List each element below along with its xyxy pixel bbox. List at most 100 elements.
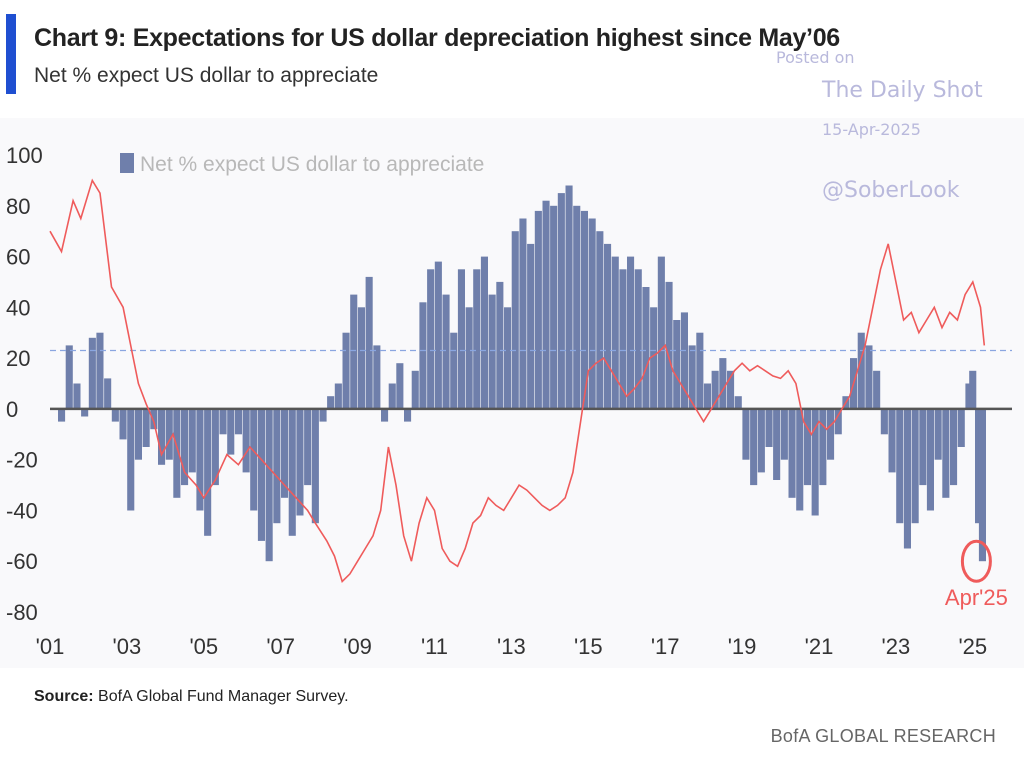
- bar: [265, 408, 273, 562]
- bar: [896, 408, 904, 524]
- title-accent-bar: [6, 14, 16, 94]
- bar: [611, 256, 619, 409]
- bar: [219, 408, 227, 435]
- bar: [703, 383, 711, 409]
- bar: [950, 408, 958, 486]
- y-tick-label: -20: [6, 448, 38, 473]
- watermark-posted-on: Posted on: [776, 48, 855, 67]
- chart-title: Chart 9: Expectations for US dollar depr…: [34, 24, 840, 52]
- bar: [73, 383, 81, 409]
- y-tick-label: 0: [6, 397, 18, 422]
- bar: [365, 276, 373, 409]
- chart-subtitle: Net % expect US dollar to appreciate: [34, 64, 379, 87]
- bar: [942, 408, 950, 498]
- y-tick-label: 80: [6, 194, 30, 219]
- bar: [134, 408, 142, 460]
- bar: [311, 408, 319, 524]
- bar: [273, 408, 281, 524]
- source-text: BofA Global Fund Manager Survey.: [98, 688, 349, 705]
- bar: [688, 345, 696, 409]
- bar: [873, 370, 881, 409]
- bar: [158, 408, 166, 465]
- bar: [173, 408, 181, 498]
- bar: [127, 408, 135, 511]
- bar: [827, 408, 835, 460]
- bar: [281, 408, 289, 498]
- bar: [150, 408, 158, 430]
- bar: [81, 408, 89, 417]
- y-tick-label: -60: [6, 549, 38, 574]
- annotation-label: Apr'25: [945, 585, 1008, 610]
- bar: [181, 408, 189, 486]
- bar: [450, 332, 458, 409]
- x-tick-label: '23: [882, 634, 911, 659]
- bar: [457, 269, 465, 409]
- bar: [665, 281, 673, 409]
- bar: [388, 383, 396, 409]
- bar: [796, 408, 804, 511]
- bar: [604, 243, 612, 409]
- x-tick-label: '21: [805, 634, 834, 659]
- bar: [111, 408, 119, 422]
- x-tick-label: '11: [421, 634, 448, 659]
- bar: [588, 218, 596, 409]
- bar: [196, 408, 204, 511]
- bar: [711, 370, 719, 409]
- x-tick-label: '01: [36, 634, 65, 659]
- x-tick-label: '05: [189, 634, 218, 659]
- bar: [257, 408, 265, 541]
- bar: [857, 332, 865, 409]
- bar: [296, 408, 304, 516]
- bar: [204, 408, 212, 536]
- bar: [373, 345, 381, 409]
- x-tick-label: '07: [266, 634, 295, 659]
- bar: [234, 408, 242, 435]
- bar: [519, 218, 527, 409]
- bar: [465, 307, 473, 409]
- y-tick-label: 20: [6, 346, 30, 371]
- x-tick-label: '25: [958, 634, 987, 659]
- x-tick-label: '17: [651, 634, 680, 659]
- bar: [58, 408, 66, 422]
- bar: [765, 408, 773, 447]
- bar: [978, 408, 986, 562]
- bar: [511, 231, 519, 409]
- bar: [434, 261, 442, 409]
- footer-brand: BofA GLOBAL RESEARCH: [770, 726, 996, 746]
- bar: [534, 210, 542, 409]
- bar: [969, 370, 977, 409]
- bar: [803, 408, 811, 486]
- watermark-handle: @SoberLook: [822, 178, 960, 203]
- bar: [442, 294, 450, 409]
- bar: [719, 358, 727, 409]
- bar: [780, 408, 788, 460]
- x-tick-label: '03: [113, 634, 142, 659]
- bar: [811, 408, 819, 516]
- series-line: [49, 178, 986, 584]
- bar: [580, 210, 588, 409]
- bar: [550, 205, 558, 409]
- bar: [211, 408, 219, 486]
- bar: [926, 408, 934, 511]
- bar: [734, 396, 742, 409]
- y-tick-label: -80: [6, 600, 38, 625]
- y-tick-label: 100: [6, 143, 43, 168]
- y-tick-label: 60: [6, 245, 30, 270]
- bar: [404, 408, 412, 422]
- bar: [288, 408, 296, 536]
- watermark-date: 15-Apr-2025: [822, 120, 921, 139]
- bar: [165, 408, 173, 460]
- bar: [903, 408, 911, 549]
- bar: [496, 281, 504, 409]
- bar: [504, 307, 512, 409]
- bar: [488, 294, 496, 409]
- bar: [480, 256, 488, 409]
- bar: [65, 345, 73, 409]
- bar: [919, 408, 927, 486]
- bar: [242, 408, 250, 473]
- bar: [396, 363, 404, 409]
- bar: [473, 269, 481, 409]
- bar: [334, 383, 342, 409]
- bar: [557, 193, 565, 409]
